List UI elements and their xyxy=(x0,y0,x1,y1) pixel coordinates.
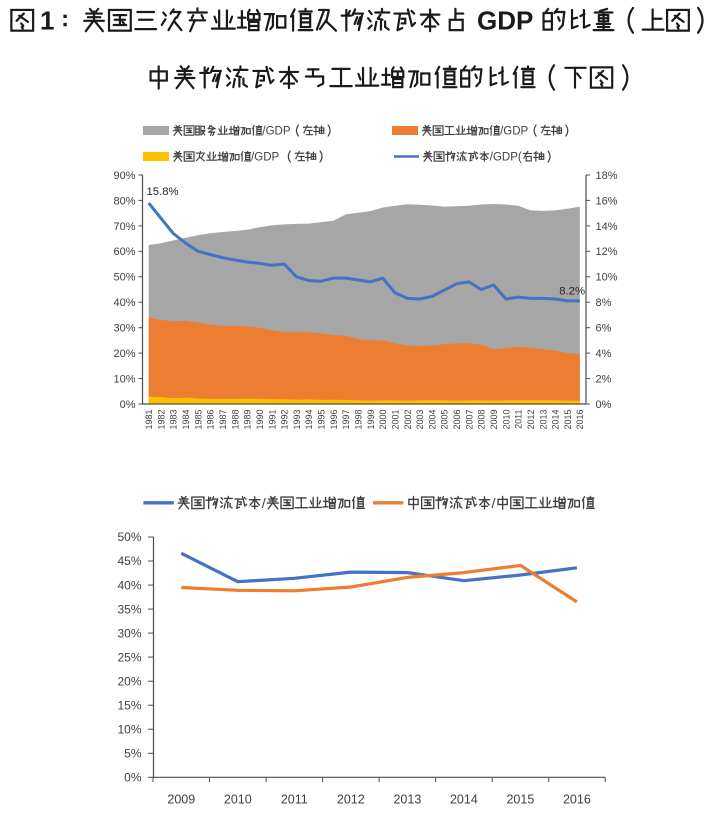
svg-text:1983: 1983 xyxy=(169,410,179,430)
svg-text:2003: 2003 xyxy=(415,410,425,430)
svg-text:1991: 1991 xyxy=(267,410,277,430)
svg-text:2004: 2004 xyxy=(427,410,437,430)
svg-text:2014: 2014 xyxy=(450,793,478,807)
svg-text:10%: 10% xyxy=(117,722,141,736)
svg-text:1997: 1997 xyxy=(341,410,351,430)
svg-text:1990: 1990 xyxy=(255,410,265,430)
svg-text:/: / xyxy=(262,496,266,512)
svg-text:30%: 30% xyxy=(113,323,135,335)
svg-text:16%: 16% xyxy=(596,195,618,207)
svg-text:2012: 2012 xyxy=(337,793,365,807)
svg-text:2008: 2008 xyxy=(477,410,487,430)
svg-text:4%: 4% xyxy=(596,348,612,360)
svg-text:2010: 2010 xyxy=(224,793,252,807)
svg-text:2012: 2012 xyxy=(526,410,536,430)
svg-text:40%: 40% xyxy=(113,297,135,309)
svg-text:1986: 1986 xyxy=(206,410,216,430)
svg-text:18%: 18% xyxy=(596,170,618,182)
svg-text:2%: 2% xyxy=(596,374,612,386)
svg-text:2015: 2015 xyxy=(506,793,534,807)
svg-text:1992: 1992 xyxy=(280,410,290,430)
svg-text:2005: 2005 xyxy=(440,410,450,430)
svg-text:50%: 50% xyxy=(113,272,135,284)
svg-text:0%: 0% xyxy=(596,399,612,411)
svg-text:/GDP: /GDP xyxy=(500,126,528,138)
svg-text:2010: 2010 xyxy=(501,410,511,430)
svg-text:20%: 20% xyxy=(117,674,141,688)
svg-text:1996: 1996 xyxy=(329,410,339,430)
svg-text:1988: 1988 xyxy=(230,410,240,430)
svg-text:1981: 1981 xyxy=(144,410,154,430)
svg-text:15%: 15% xyxy=(117,698,141,712)
svg-text:5%: 5% xyxy=(124,747,142,761)
svg-text:90%: 90% xyxy=(113,170,135,182)
svg-text:2002: 2002 xyxy=(403,410,413,430)
svg-text:12%: 12% xyxy=(596,246,618,258)
svg-text:10%: 10% xyxy=(596,272,618,284)
svg-text:2011: 2011 xyxy=(281,793,308,807)
svg-text:8%: 8% xyxy=(596,297,612,309)
svg-text:1994: 1994 xyxy=(304,410,314,430)
svg-text:70%: 70% xyxy=(113,221,135,233)
svg-text:2016: 2016 xyxy=(563,793,591,807)
svg-text:35%: 35% xyxy=(117,602,141,616)
svg-text:25%: 25% xyxy=(117,650,141,664)
svg-text:/GDP: /GDP xyxy=(251,152,282,164)
svg-text:10%: 10% xyxy=(113,374,135,386)
svg-text:15.8%: 15.8% xyxy=(147,186,179,198)
svg-text:1993: 1993 xyxy=(292,410,302,430)
svg-text:1982: 1982 xyxy=(156,410,166,430)
svg-text:45%: 45% xyxy=(117,554,141,568)
svg-text:2006: 2006 xyxy=(452,410,462,430)
svg-text:2009: 2009 xyxy=(489,410,499,430)
svg-text:1999: 1999 xyxy=(366,410,376,430)
svg-text:2016: 2016 xyxy=(575,410,585,430)
svg-text:80%: 80% xyxy=(113,195,135,207)
svg-text:30%: 30% xyxy=(117,626,141,640)
svg-text:0%: 0% xyxy=(120,399,136,411)
svg-text:2000: 2000 xyxy=(378,410,388,430)
svg-text:GDP: GDP xyxy=(477,6,533,36)
svg-text:/GDP: /GDP xyxy=(262,126,290,138)
svg-text:2015: 2015 xyxy=(563,410,573,430)
svg-text:1: 1 xyxy=(40,6,54,36)
svg-text:/: / xyxy=(492,496,496,512)
svg-text:2014: 2014 xyxy=(551,410,561,430)
svg-text:1987: 1987 xyxy=(218,410,228,430)
svg-text:6%: 6% xyxy=(596,323,612,335)
svg-text:1985: 1985 xyxy=(193,410,203,430)
svg-text:14%: 14% xyxy=(596,221,618,233)
svg-text:1998: 1998 xyxy=(354,410,364,430)
svg-text:2013: 2013 xyxy=(538,410,548,430)
svg-text:1984: 1984 xyxy=(181,410,191,430)
svg-text:8.2%: 8.2% xyxy=(559,285,585,297)
svg-text:2011: 2011 xyxy=(514,410,524,429)
svg-text:2009: 2009 xyxy=(167,793,195,807)
svg-text:1995: 1995 xyxy=(317,410,327,430)
svg-text:2007: 2007 xyxy=(464,410,474,430)
svg-text:2013: 2013 xyxy=(393,793,421,807)
svg-text:40%: 40% xyxy=(117,578,141,592)
svg-text:60%: 60% xyxy=(113,246,135,258)
svg-text:50%: 50% xyxy=(117,530,141,544)
svg-text:2001: 2001 xyxy=(390,410,400,430)
svg-text:0%: 0% xyxy=(124,771,142,785)
svg-text:1989: 1989 xyxy=(243,410,253,430)
svg-text:/GDP(: /GDP( xyxy=(490,152,522,164)
svg-text:20%: 20% xyxy=(113,348,135,360)
